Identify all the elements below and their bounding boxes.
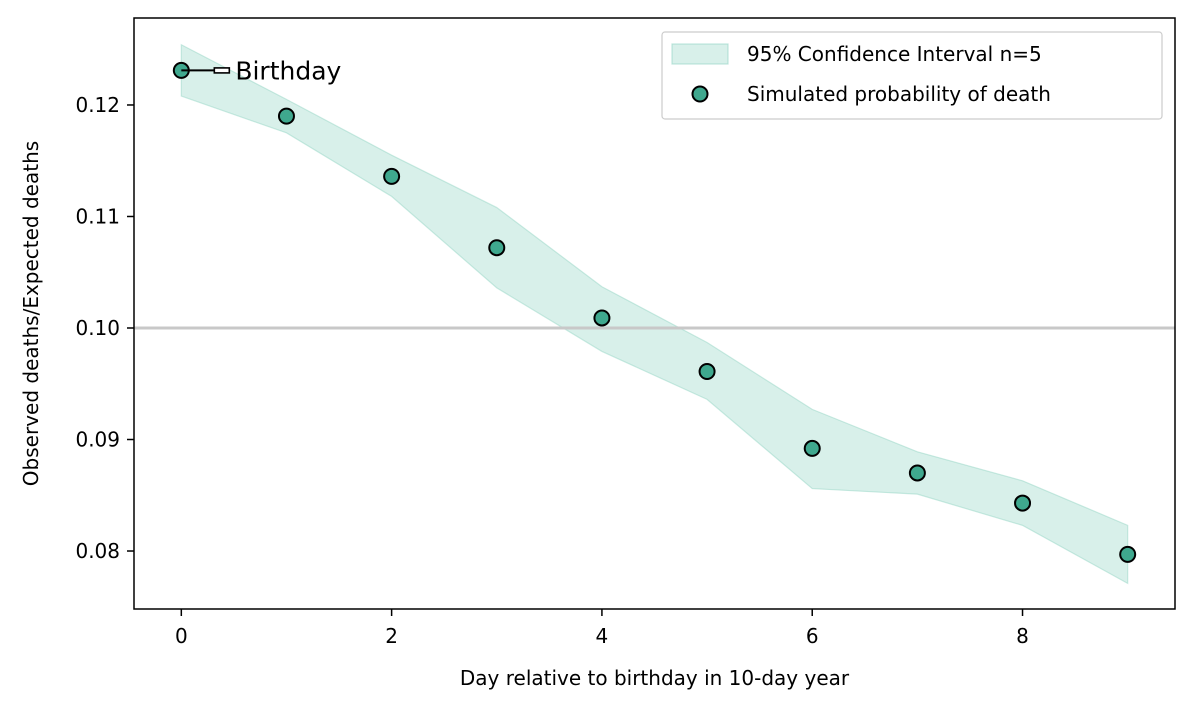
annotation-arrow-head xyxy=(213,67,231,74)
data-point xyxy=(698,362,716,380)
legend-box xyxy=(661,31,1163,120)
data-point xyxy=(488,239,506,257)
annotation-birthday: Birthday xyxy=(235,56,341,85)
data-point xyxy=(277,107,295,125)
y-tick-label: 0.08 xyxy=(75,539,120,563)
x-tick-label: 4 xyxy=(596,624,609,648)
data-point xyxy=(1014,494,1032,512)
x-tick-label: 8 xyxy=(1016,624,1029,648)
x-tick-label: 0 xyxy=(175,624,188,648)
data-point xyxy=(593,309,611,327)
legend-band-swatch xyxy=(671,43,729,65)
x-tick-label: 2 xyxy=(385,624,398,648)
legend: 95% Confidence Interval n=5 Simulated pr… xyxy=(661,31,1163,120)
legend-band-label: 95% Confidence Interval n=5 xyxy=(747,42,1042,66)
plot-frame xyxy=(133,17,1176,610)
confidence-band-layer xyxy=(180,43,1129,585)
y-ticks: 0.08 0.09 0.10 0.11 0.12 xyxy=(75,93,134,563)
confidence-band xyxy=(180,43,1129,585)
data-point xyxy=(908,464,926,482)
legend-point-label: Simulated probability of death xyxy=(747,82,1051,106)
data-point xyxy=(803,439,821,457)
y-tick-label: 0.11 xyxy=(75,204,120,228)
x-tick-label: 6 xyxy=(806,624,819,648)
y-axis-label: Observed deaths/Expected deaths xyxy=(19,141,43,486)
legend-point-swatch xyxy=(691,85,709,103)
x-axis-label: Day relative to birthday in 10-day year xyxy=(460,666,850,690)
annotation-layer: Birthday xyxy=(181,56,342,85)
data-point xyxy=(383,167,401,185)
y-tick-label: 0.12 xyxy=(75,93,120,117)
y-tick-label: 0.09 xyxy=(75,428,120,452)
x-ticks: 0 2 4 6 8 xyxy=(175,609,1029,648)
y-tick-label: 0.10 xyxy=(75,316,120,340)
data-points-layer xyxy=(172,61,1137,563)
data-point xyxy=(1119,545,1137,563)
